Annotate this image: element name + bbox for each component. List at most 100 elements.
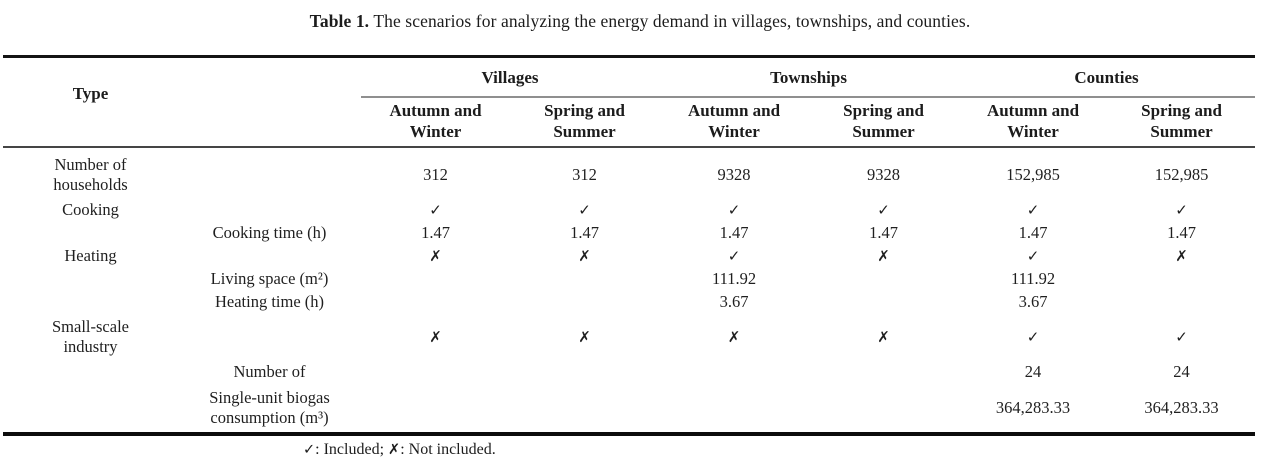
data-cell: 312 [572, 164, 597, 184]
row-label-heating: Heating [64, 246, 117, 266]
data-cell: ✓ [1175, 327, 1188, 346]
table-caption-label: Table 1. [309, 11, 370, 31]
data-cell: ✓ [1026, 247, 1040, 266]
row-label-empty [3, 268, 178, 291]
row-label-small-scale-industry: Small-scale industry [52, 316, 129, 356]
table-row: Small-scale industry ✗ ✗ ✗ ✗ ✓ ✓ [3, 314, 1255, 360]
data-cell: ✓ [877, 201, 890, 220]
data-cell [361, 268, 510, 291]
data-cell: 3.67 [719, 292, 749, 312]
data-cell: 3.67 [1018, 292, 1048, 312]
row-label-empty [3, 291, 178, 314]
column-header-type: Type [3, 56, 178, 148]
data-cell [510, 384, 659, 434]
row-label-cooking: Cooking [62, 200, 119, 220]
group-header-townships: Townships [659, 56, 959, 98]
data-cell [659, 384, 809, 434]
data-cell: ✗ [877, 327, 890, 346]
data-cell [809, 360, 958, 384]
data-cell: 24 [1024, 361, 1042, 381]
table-row: Living space (m²) 111.92 111.92 [3, 268, 1255, 291]
data-cell: ✗ [429, 247, 442, 266]
data-cell [659, 360, 809, 384]
table-row: Number of 24 24 [3, 360, 1255, 384]
season-header-villages-autumn-winter: Autumn and Winter [361, 97, 510, 148]
table-row: Cooking ✓ ✓ ✓ ✓ ✓ ✓ [3, 199, 1255, 222]
data-cell: ✓ [1026, 201, 1040, 220]
data-cell: ✓ [1175, 201, 1188, 220]
column-header-subtype-empty [178, 56, 361, 148]
season-header-row: Autumn and Winter Spring and Summer Autu… [3, 97, 1256, 148]
check-icon: ✓ [303, 442, 316, 458]
data-cell: ✓ [429, 201, 442, 220]
data-cell: ✓ [727, 201, 741, 220]
data-cell: ✗ [877, 247, 890, 266]
table-row: Cooking time (h) 1.47 1.47 1.47 1.47 1.4… [3, 222, 1255, 245]
data-cell: ✓ [727, 247, 741, 266]
table-row: Single-unit biogas consumption (m³) 364,… [3, 384, 1255, 434]
table-row: Number of households 312 312 9328 9328 1… [3, 147, 1255, 199]
row-sublabel-number-of: Number of [233, 361, 306, 381]
table-footnote: ✓: Included; ✗: Not included. [303, 441, 496, 459]
row-label-empty [3, 360, 178, 384]
scenarios-table: Type Villages Townships Counties Autumn … [3, 55, 1256, 436]
season-header-counties-autumn-winter: Autumn and Winter [958, 97, 1109, 148]
data-cell: ✓ [578, 201, 591, 220]
data-cell [1108, 291, 1255, 314]
table-row: Heating ✗ ✗ ✓ ✗ ✓ ✗ [3, 245, 1255, 268]
data-cell: 364,283.33 [1144, 397, 1219, 417]
season-header-counties-spring-summer: Spring and Summer [1108, 97, 1256, 148]
season-header-townships-spring-summer: Spring and Summer [809, 97, 959, 148]
season-header-townships-autumn-winter: Autumn and Winter [659, 97, 810, 148]
data-cell [510, 268, 659, 291]
data-cell: 1.47 [1018, 223, 1048, 243]
data-cell: 9328 [867, 164, 901, 184]
season-header-villages-spring-summer: Spring and Summer [510, 97, 660, 148]
data-cell: 111.92 [711, 269, 757, 289]
data-cell [361, 291, 510, 314]
data-cell [361, 360, 510, 384]
data-cell: 312 [423, 164, 448, 184]
data-cell [809, 291, 958, 314]
data-cell: ✗ [1175, 247, 1188, 266]
data-cell: 1.47 [869, 223, 898, 243]
row-label-empty [3, 384, 178, 434]
data-cell: 1.47 [570, 223, 599, 243]
data-cell: ✗ [578, 327, 591, 346]
data-cell [510, 291, 659, 314]
data-cell [1108, 268, 1255, 291]
data-cell [809, 268, 958, 291]
data-cell: 111.92 [1010, 269, 1056, 289]
table-caption-text: The scenarios for analyzing the energy d… [373, 11, 971, 31]
data-cell: ✗ [429, 327, 442, 346]
data-cell: 24 [1173, 361, 1190, 381]
data-cell: 152,985 [1154, 164, 1209, 184]
row-sublabel-empty [178, 199, 361, 222]
data-cell [510, 360, 659, 384]
data-cell: 1.47 [719, 223, 749, 243]
group-header-row: Type Villages Townships Counties [3, 56, 1256, 148]
row-sublabel-living-space: Living space (m²) [210, 269, 329, 289]
row-label-number-of-households: Number of households [53, 154, 128, 194]
cross-icon: ✗ [388, 442, 401, 458]
data-cell: ✗ [578, 247, 591, 266]
data-cell [809, 384, 958, 434]
footnote-included-text: : Included; [315, 441, 389, 458]
data-cell: ✓ [1026, 327, 1040, 346]
table-row: Heating time (h) 3.67 3.67 [3, 291, 1255, 314]
data-cell: 152,985 [1006, 164, 1060, 184]
footnote-not-included-text: : Not included. [400, 441, 496, 458]
data-cell: ✗ [727, 327, 741, 346]
data-cell: 1.47 [421, 223, 450, 243]
group-header-villages: Villages [361, 56, 660, 98]
data-cell: 1.47 [1167, 223, 1196, 243]
data-cell: 364,283.33 [995, 397, 1071, 417]
row-sublabel-single-unit-biogas-consumption: Single-unit biogas consumption (m³) [209, 387, 330, 427]
group-header-counties: Counties [958, 56, 1256, 98]
row-sublabel-empty [178, 245, 361, 268]
table-caption: Table 1. The scenarios for analyzing the… [0, 11, 1280, 32]
row-sublabel-empty [178, 314, 361, 360]
data-cell: 9328 [717, 164, 751, 184]
row-sublabel-heating-time: Heating time (h) [214, 292, 325, 312]
